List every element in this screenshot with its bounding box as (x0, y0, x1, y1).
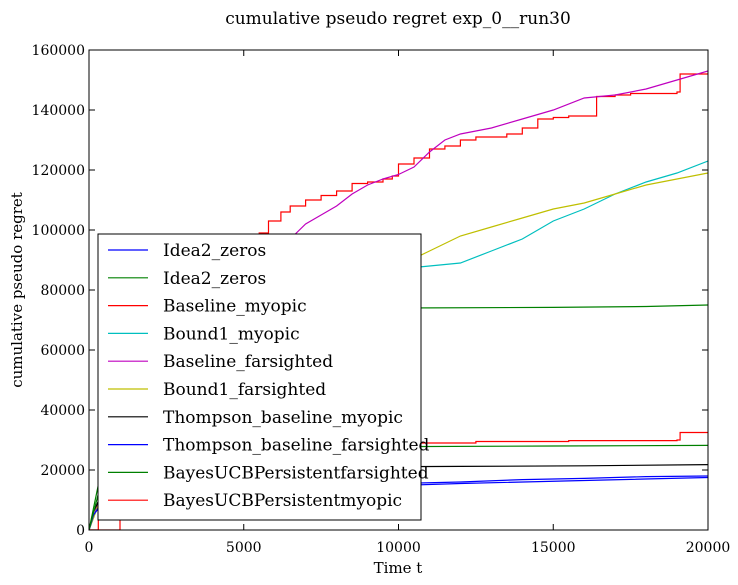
y-tick-label: 80000 (40, 283, 85, 299)
legend-label-6: Thompson_baseline_myopic (163, 408, 403, 428)
x-tick-label: 20000 (686, 540, 731, 556)
legend-label-9: BayesUCBPersistentmyopic (163, 491, 402, 511)
x-tick-label: 15000 (531, 540, 576, 556)
y-tick-label: 40000 (40, 403, 85, 419)
y-tick-label: 60000 (40, 343, 85, 359)
legend-label-5: Bound1_farsighted (163, 380, 326, 400)
legend-entries: Idea2_zeros Idea2_zeros Baseline_myopic Bou… (108, 241, 430, 511)
legend-label-8: BayesUCBPersistentfarsighted (163, 463, 429, 483)
x-tick-label: 0 (85, 540, 94, 556)
x-axis: 0 5000 10000 15000 20000 (85, 50, 731, 556)
x-tick-label: 10000 (376, 540, 421, 556)
legend-box (97, 233, 422, 521)
legend-label-3: Bound1_myopic (163, 324, 300, 344)
legend: Idea2_zeros Idea2_zeros Baseline_myopic Bou… (97, 233, 430, 521)
x-tick-label: 5000 (226, 540, 262, 556)
chart-title: cumulative pseudo regret exp_0__run30 (225, 9, 571, 29)
y-tick-label: 0 (76, 523, 85, 539)
legend-label-4: Baseline_farsighted (163, 352, 333, 372)
y-tick-label: 100000 (32, 223, 85, 239)
y-tick-label: 20000 (40, 463, 85, 479)
legend-label-7: Thompson_baseline_farsighted (163, 436, 430, 456)
x-axis-label: Time t (374, 559, 423, 577)
legend-label-1: Idea2_zeros (163, 269, 266, 289)
y-tick-label: 140000 (32, 103, 85, 119)
legend-label-2: Baseline_myopic (163, 297, 307, 317)
y-tick-label: 160000 (32, 43, 85, 59)
y-axis-label: cumulative pseudo regret (8, 192, 26, 388)
y-axis: 0 20000 40000 60000 80000 100000 120000 140000 1… (32, 43, 708, 539)
legend-label-0: Idea2_zeros (163, 241, 266, 261)
y-tick-label: 120000 (32, 163, 85, 179)
